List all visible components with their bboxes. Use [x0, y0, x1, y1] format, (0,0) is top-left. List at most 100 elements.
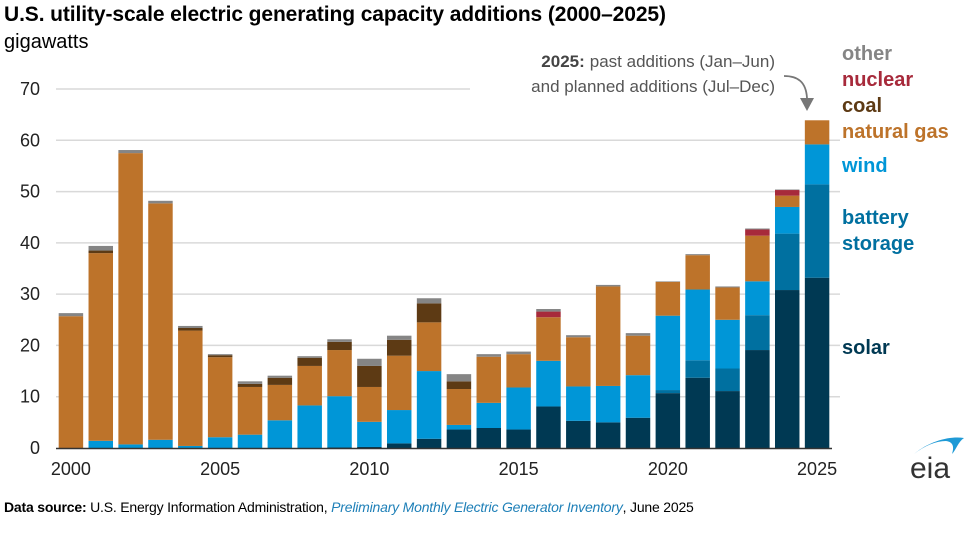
bar-segment-solar: [416, 438, 442, 448]
source-date: , June 2025: [622, 499, 694, 515]
bar-segment-other: [88, 245, 114, 251]
eia-logo-swoosh-icon: [914, 437, 964, 454]
bar-segment-natural-gas: [715, 287, 740, 320]
bar-segment-other: [297, 356, 322, 358]
bar-segment-solar: [595, 422, 621, 448]
y-tick-label: 40: [20, 233, 40, 253]
bar-segment-battery-storage: [715, 368, 740, 392]
bar-segment-natural-gas: [446, 389, 472, 425]
bar-stack-2024: [774, 189, 800, 448]
bar-segment-natural-gas: [536, 317, 561, 361]
bar-segment-other: [178, 325, 203, 328]
bar-segment-solar: [625, 417, 651, 448]
bar-segment-solar: [745, 350, 770, 448]
bar-stack-2020: [655, 281, 681, 448]
legend-battery-storage-line-2: storage: [842, 233, 914, 255]
bar-segment-coal: [386, 339, 412, 356]
bar-segment-solar: [715, 391, 740, 448]
y-tick-label: 60: [20, 130, 40, 150]
eia-logo-text: eia: [910, 452, 950, 482]
bar-segment-wind: [237, 434, 263, 448]
bar-segment-natural-gas: [267, 384, 293, 421]
bar-segment-wind: [357, 421, 382, 447]
bar-segment-other: [58, 313, 84, 317]
bar-segment-other: [685, 254, 710, 256]
y-tick-label: 70: [20, 79, 40, 99]
bar-segment-nuclear: [745, 229, 770, 236]
bar-segment-wind: [446, 424, 472, 430]
bar-segment-battery-storage: [655, 390, 681, 394]
bar-segment-other: [566, 335, 591, 338]
bar-segment-wind: [207, 437, 233, 448]
bar-segment-wind: [327, 396, 352, 448]
bar-segment-natural-gas: [58, 316, 84, 448]
bar-segment-other: [774, 189, 800, 191]
bar-segment-wind: [267, 420, 293, 448]
data-source: Data source: U.S. Energy Information Adm…: [4, 499, 694, 515]
bar-segment-coal: [357, 365, 382, 387]
bar-segment-wind: [178, 445, 203, 448]
bar-segment-solar: [685, 377, 710, 448]
bar-segment-solar: [536, 406, 561, 448]
annotation-line-2: and planned additions (Jul–Dec): [531, 77, 775, 96]
bar-segment-natural-gas: [625, 335, 651, 376]
bar-segment-wind: [566, 386, 591, 421]
bar-stack-2003: [148, 200, 173, 448]
bar-segment-wind: [655, 315, 681, 391]
bar-segment-natural-gas: [207, 357, 233, 438]
annotation-arrowhead-icon: [800, 98, 814, 111]
bar-segment-coal: [237, 383, 263, 387]
bar-segment-wind: [386, 410, 412, 444]
legend-natural-gas: natural gas: [842, 121, 949, 143]
bars: [58, 120, 830, 448]
bar-stack-2021: [685, 254, 710, 448]
bar-stack-2018: [595, 284, 621, 448]
bar-segment-battery-storage: [745, 315, 770, 351]
bar-segment-other: [536, 309, 561, 312]
bar-segment-other: [118, 150, 143, 154]
bar-segment-wind: [476, 402, 502, 428]
bar-stack-2002: [118, 150, 143, 448]
bar-segment-other: [327, 339, 352, 342]
bar-segment-natural-gas: [655, 281, 681, 316]
bar-stack-2006: [237, 381, 263, 448]
bar-segment-other: [745, 228, 770, 230]
bar-stack-2023: [745, 228, 770, 448]
bar-stack-2015: [506, 351, 531, 448]
bar-segment-nuclear: [774, 190, 800, 196]
legend-wind: wind: [841, 155, 888, 177]
bar-segment-solar: [566, 420, 591, 448]
bar-segment-solar: [655, 393, 681, 448]
bar-segment-coal: [327, 341, 352, 351]
source-link[interactable]: Preliminary Monthly Electric Generator I…: [331, 499, 623, 515]
bar-stack-2017: [566, 335, 591, 448]
bar-segment-wind: [416, 371, 442, 439]
bar-segment-wind: [148, 439, 173, 448]
bar-segment-wind: [118, 444, 143, 448]
bar-segment-solar: [446, 429, 472, 448]
annotation-line-1: 2025: past additions (Jan–Jun): [541, 52, 775, 71]
bar-segment-solar: [327, 447, 352, 448]
bar-stack-2008: [297, 356, 322, 448]
annotation-text-1: past additions (Jan–Jun): [590, 52, 775, 71]
bar-segment-wind: [804, 144, 830, 185]
bar-stack-2025: [804, 120, 830, 448]
x-tick-label: 2015: [499, 459, 539, 479]
bar-segment-solar: [386, 443, 412, 448]
bar-segment-wind: [685, 289, 710, 361]
bar-stack-2010: [357, 358, 382, 448]
bar-segment-natural-gas: [118, 153, 143, 445]
bar-segment-natural-gas: [88, 253, 114, 441]
bar-segment-solar: [804, 277, 830, 448]
bar-segment-natural-gas: [416, 322, 442, 372]
bar-segment-natural-gas: [745, 235, 770, 282]
bar-segment-solar: [506, 429, 531, 448]
legend-nuclear: nuclear: [842, 69, 913, 91]
bar-segment-wind: [715, 319, 740, 369]
y-axis-ticks: 0 10 20 30 40 50 60 70: [20, 79, 40, 458]
bar-segment-other: [237, 381, 263, 384]
legend: other nuclear coal natural gas wind battery st…: [841, 43, 949, 359]
bar-segment-natural-gas: [178, 330, 203, 446]
annotation-bold: 2025:: [541, 52, 584, 71]
